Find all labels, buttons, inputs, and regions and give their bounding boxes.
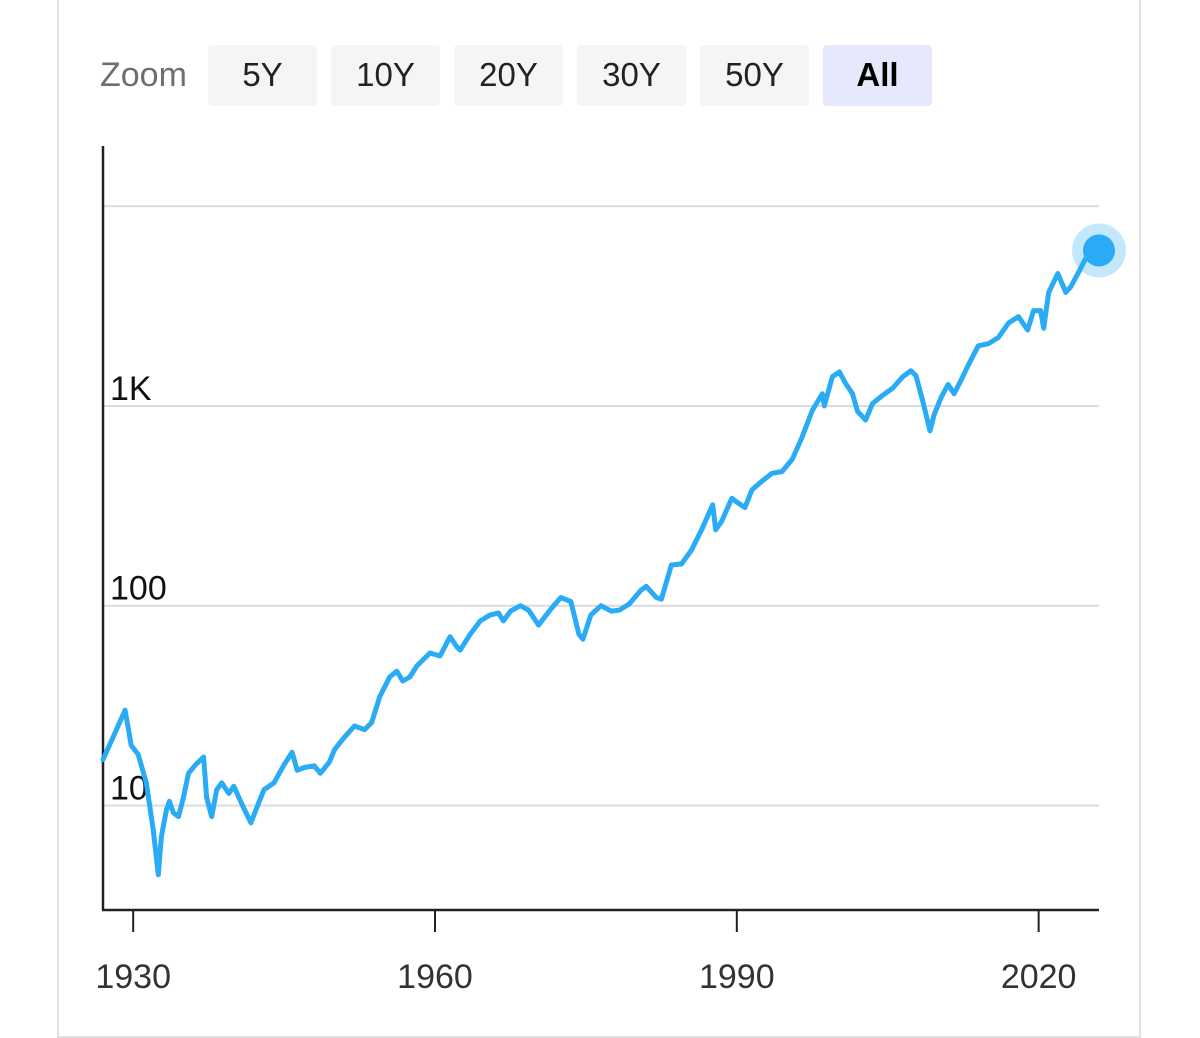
series-layer: [100, 223, 1126, 878]
zoom-label: Zoom: [100, 55, 187, 94]
zoom-10y-button[interactable]: 10Y: [331, 44, 440, 106]
x-tick-label: 1930: [95, 958, 171, 996]
last-point-marker[interactable]: [1083, 234, 1115, 267]
zoom-5y-button[interactable]: 5Y: [208, 44, 317, 106]
x-tick-label: 1960: [397, 958, 473, 996]
x-tick-label: 1990: [699, 958, 775, 996]
y-tick-label: 1K: [110, 370, 152, 408]
gridlines: [103, 205, 1099, 807]
y-tick-labels: 10 100 1K: [110, 370, 167, 808]
y-tick-label: 100: [110, 570, 167, 608]
x-tick-label: 2020: [1001, 958, 1077, 996]
chart-card: [57, 0, 1141, 1038]
zoom-30y-button[interactable]: 30Y: [577, 44, 686, 106]
x-ticks: 1930 1960 1990 2020: [95, 910, 1076, 996]
axes: [101, 146, 1099, 912]
zoom-50y-button[interactable]: 50Y: [700, 44, 809, 106]
zoom-20y-button[interactable]: 20Y: [454, 44, 563, 106]
zoom-toolbar: Zoom 5Y 10Y 20Y 30Y 50Y All: [100, 44, 946, 106]
series-line: [100, 248, 1102, 878]
y-tick-label: 10: [110, 770, 148, 808]
zoom-all-button[interactable]: All: [823, 44, 932, 106]
